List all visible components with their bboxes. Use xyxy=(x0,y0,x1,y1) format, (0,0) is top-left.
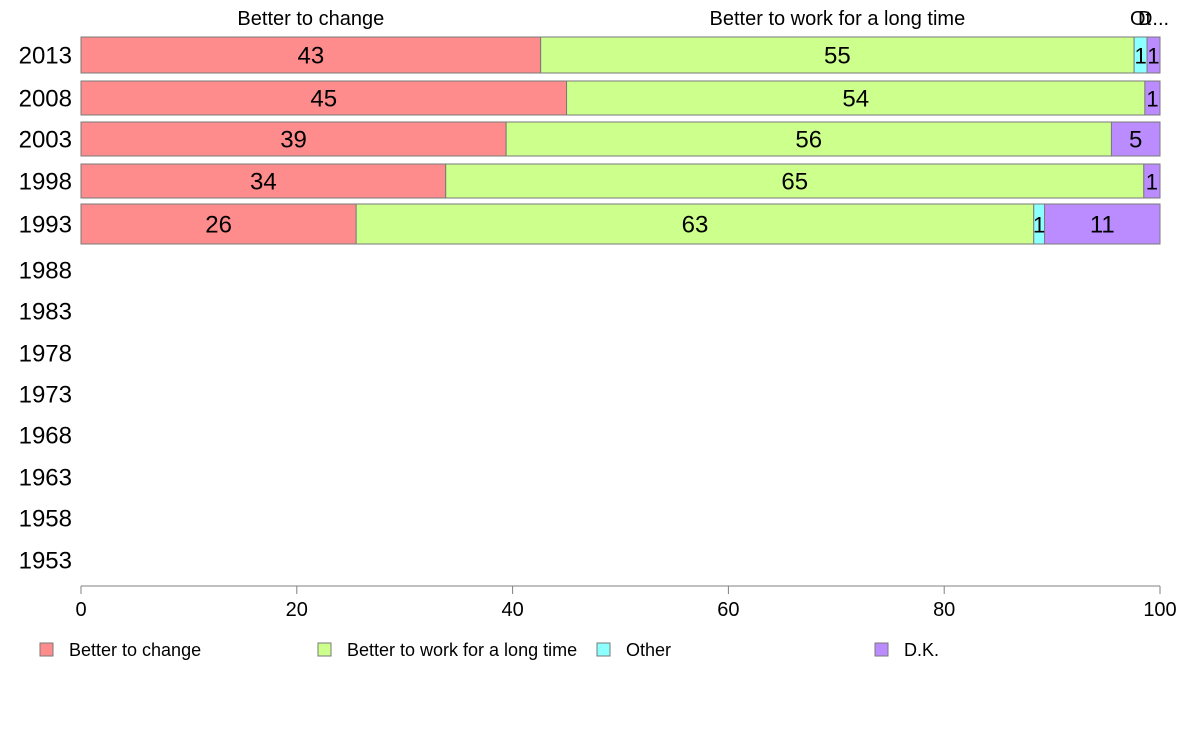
bar-1998-d-k- xyxy=(1143,163,1161,199)
year-label-1988: 1988 xyxy=(19,258,72,285)
year-label-1978: 1978 xyxy=(19,341,72,368)
legend-swatch-1 xyxy=(317,642,332,657)
year-label-2008: 2008 xyxy=(19,86,72,113)
x-tick-label: 40 xyxy=(501,599,523,621)
year-label-1998: 1998 xyxy=(19,169,72,196)
legend-swatch-3 xyxy=(874,642,889,657)
value-label: 34 xyxy=(250,169,277,196)
bar-2008-better-to-work-for-a-long-time xyxy=(566,80,1146,116)
bar-2003-d-k- xyxy=(1110,121,1161,157)
value-label: 1 xyxy=(1146,87,1158,112)
legend-label-0: Better to change xyxy=(69,640,201,660)
bar-1998-better-to-change xyxy=(80,163,447,199)
bars xyxy=(80,36,1161,245)
value-label: 43 xyxy=(297,43,324,70)
value-label: 45 xyxy=(310,86,337,113)
year-label-1973: 1973 xyxy=(19,382,72,409)
x-tick-label: 100 xyxy=(1143,599,1176,621)
legend-label-3: D.K. xyxy=(904,640,939,660)
x-tick-label: 0 xyxy=(75,599,86,621)
bar-1993-d-k- xyxy=(1044,203,1161,245)
value-label: 1 xyxy=(1146,170,1158,195)
year-label-1953: 1953 xyxy=(19,548,72,575)
x-tick-label: 80 xyxy=(933,599,955,621)
value-label: 26 xyxy=(205,212,232,239)
value-label: 56 xyxy=(795,127,822,154)
value-label: 39 xyxy=(280,127,307,154)
bar-1993-better-to-work-for-a-long-time xyxy=(355,203,1035,245)
year-label-1983: 1983 xyxy=(19,299,72,326)
top-label: Better to change xyxy=(237,8,384,30)
top-label: D... xyxy=(1138,8,1169,30)
bar-value-labels: 43 55 1 145 54 139 56 534 65 126 63 1 11 xyxy=(205,43,1159,239)
legend-label-1: Better to work for a long time xyxy=(347,640,577,660)
value-label: 5 xyxy=(1129,127,1142,154)
value-label: 11 xyxy=(1090,212,1115,239)
value-label: 63 xyxy=(682,212,709,239)
legend-swatch-2 xyxy=(596,642,611,657)
bar-2013-d-k- xyxy=(1146,36,1161,74)
year-label-1993: 1993 xyxy=(19,212,72,239)
top-label: Better to work for a long time xyxy=(710,8,966,30)
bar-1998-better-to-work-for-a-long-time xyxy=(445,163,1145,199)
value-label: 1 xyxy=(1134,44,1146,69)
value-label: 65 xyxy=(781,169,808,196)
year-label-1958: 1958 xyxy=(19,506,72,533)
bar-2003-better-to-change xyxy=(80,121,507,157)
x-axis: 0 20 40 60 80 100 xyxy=(75,585,1177,621)
year-label-1968: 1968 xyxy=(19,423,72,450)
bar-2003-better-to-work-for-a-long-time xyxy=(505,121,1112,157)
value-label: 54 xyxy=(842,86,869,113)
top-label: Ot xyxy=(1130,8,1152,30)
year-axis-labels: 2013 2008 2003 1998 1993 1988 1983 1978 1973 1968… xyxy=(19,43,72,575)
year-label-2003: 2003 xyxy=(19,127,72,154)
x-tick-label: 60 xyxy=(717,599,739,621)
bar-2008-d-k- xyxy=(1144,80,1161,116)
x-tick-label: 20 xyxy=(286,599,308,621)
value-label: 55 xyxy=(824,43,851,70)
top-segment-labels: Better to change Better to work for a lon… xyxy=(237,8,1169,30)
year-label-2013: 2013 xyxy=(19,43,72,70)
year-label-1963: 1963 xyxy=(19,465,72,492)
legend-label-2: Other xyxy=(626,640,671,660)
legend-swatch-0 xyxy=(39,642,54,657)
legend: Better to change Better to work for a lon… xyxy=(39,640,939,660)
bar-2013-better-to-work-for-a-long-time xyxy=(540,36,1135,74)
value-label: 1 xyxy=(1033,213,1045,238)
bar-2008-better-to-change xyxy=(80,80,568,116)
value-label: 1 xyxy=(1147,44,1159,69)
